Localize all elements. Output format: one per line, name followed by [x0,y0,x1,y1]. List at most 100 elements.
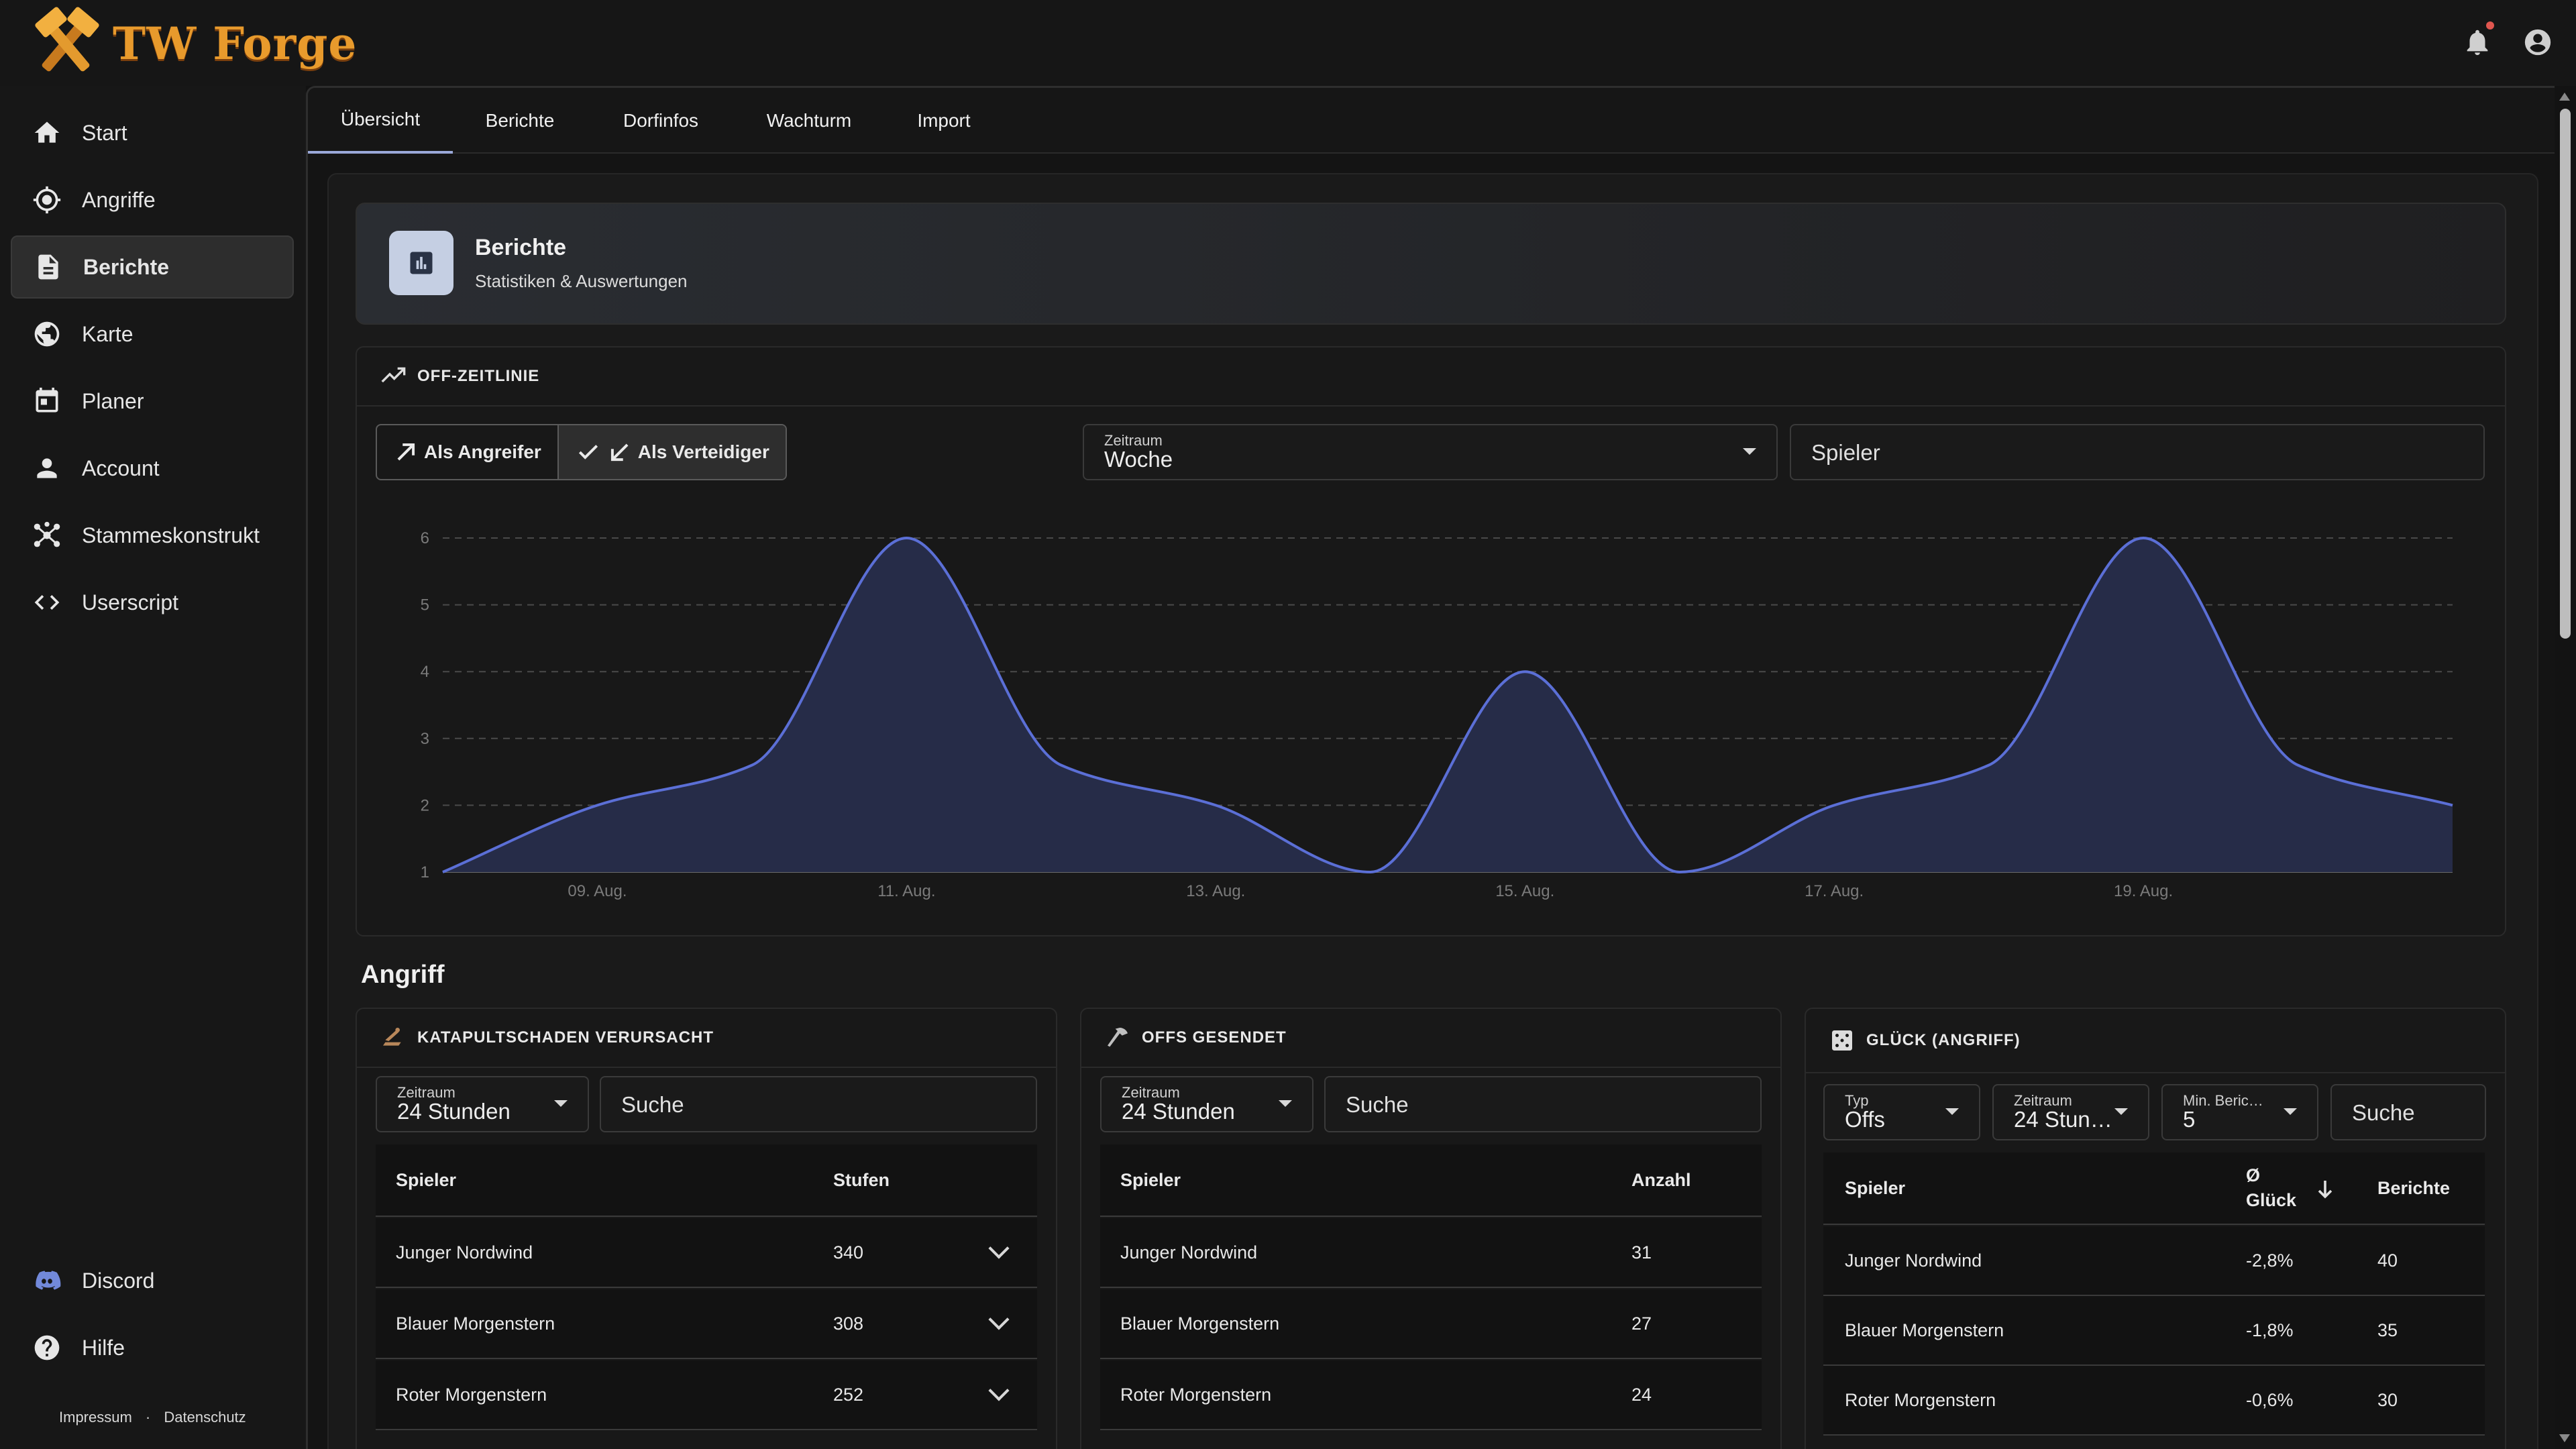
datenschutz-link[interactable]: Datenschutz [164,1409,246,1426]
col-glueck[interactable]: Ø Glück [2246,1152,2296,1224]
sidebar-item-label: Planer [82,388,144,413]
scrollbar-thumb[interactable] [2560,109,2571,639]
table-row[interactable]: Roter Morgenstern 24 [1100,1360,1762,1430]
help-icon [34,1335,60,1360]
glueck-typ-select[interactable]: Typ Offs [1823,1084,1980,1140]
sort-arrow-down-icon[interactable] [2313,1177,2337,1201]
player-name: Junger Nordwind [396,1242,533,1263]
toggle-attacker-label: Als Angreifer [424,441,541,462]
player-name: Blauer Morgenstern [396,1313,555,1334]
reports-value: 40 [2377,1250,2398,1271]
sidebar-item-angriffe[interactable]: Angriffe [11,168,294,231]
dropdown-arrow-icon [2114,1108,2128,1115]
table-row[interactable]: Roter Morgenstern 252 [376,1360,1037,1430]
player-name: Junger Nordwind [1845,1250,1982,1271]
sidebar-item-planer[interactable]: Planer [11,370,294,433]
sidebar-item-berichte[interactable]: Berichte [11,235,294,299]
app-logo[interactable]: TW Forge [27,7,357,80]
anzahl-value: 27 [1631,1313,1652,1334]
dropdown-arrow-icon [554,1100,568,1107]
account-button[interactable] [2520,24,2556,60]
table-header: Spieler Anzahl [1100,1144,1762,1217]
table-row[interactable]: Junger Nordwind 340 [376,1218,1037,1288]
tab-wachturm[interactable]: Wachturm [766,110,852,131]
top-bar: TW Forge [0,0,2576,86]
sidebar-item-start[interactable]: Start [11,101,294,164]
col-anzahl[interactable]: Anzahl [1631,1169,1691,1190]
toggle-defender[interactable]: Als Verteidiger [557,425,786,479]
timeline-player-input[interactable]: Spieler [1790,424,2485,480]
offs-zeitraum-select[interactable]: Zeitraum 24 Stunden [1100,1076,1313,1132]
glueck-title: GLÜCK (ANGRIFF) [1866,1031,2021,1049]
role-toggle: Als Angreifer Als Verteidiger [376,424,787,480]
table-row[interactable]: Blauer Morgenstern 27 [1100,1289,1762,1359]
tab-uebersicht[interactable]: Übersicht [308,88,453,154]
col-spieler[interactable]: Spieler [1120,1169,1181,1190]
offs-search-input[interactable]: Suche [1324,1076,1762,1132]
katapult-zeitraum-select[interactable]: Zeitraum 24 Stunden [376,1076,589,1132]
glueck-zeitraum-select[interactable]: Zeitraum 24 Stun… [1992,1084,2149,1140]
calendar-icon [36,387,58,413]
table-header: Spieler Ø Glück Berichte [1823,1152,2485,1225]
table-row[interactable]: Blauer Morgenstern -1,8% 35 [1823,1296,2485,1366]
dropdown-arrow-icon [2284,1108,2297,1115]
col-stufen[interactable]: Stufen [833,1169,890,1190]
code-icon [34,595,60,610]
min-berichte-label: Min. Beric… [2183,1092,2263,1109]
table-row[interactable]: Junger Nordwind -2,8% 40 [1823,1226,2485,1296]
stufen-value: 308 [833,1313,864,1334]
offs-header: OFFS GESENDET [1081,1009,1780,1068]
tab-bar: Übersicht Berichte Dorfinfos Wachturm Im… [308,88,2555,154]
expand-chevron-icon[interactable] [988,1238,1010,1259]
dice-icon [1832,1030,1852,1051]
sidebar-item-label: Hilfe [82,1335,125,1360]
col-berichte[interactable]: Berichte [2377,1177,2451,1198]
account-circle-icon [2524,29,2551,56]
dropdown-arrow-icon [1945,1108,1959,1115]
toggle-attacker[interactable]: Als Angreifer [377,425,557,479]
glueck-min-berichte-select[interactable]: Min. Beric… 5 [2161,1084,2318,1140]
katapult-search-input[interactable]: Suche [600,1076,1037,1132]
typ-value: Offs [1845,1107,1885,1132]
y-tick-label: 6 [421,529,429,547]
table-row[interactable]: Roter Morgenstern -0,6% 30 [1823,1366,2485,1436]
table-row[interactable]: Junger Nordwind 31 [1100,1218,1762,1288]
luck-value: -2,8% [2246,1250,2294,1271]
sidebar-item-karte[interactable]: Karte [11,303,294,366]
hammer-logo-icon [35,7,99,72]
check-icon [578,445,598,460]
sidebar-item-label: Discord [82,1268,155,1293]
sidebar-item-stammeskonstrukt[interactable]: Stammeskonstrukt [11,504,294,567]
chart-line [442,536,2453,874]
table-row[interactable]: Blauer Morgenstern 308 [376,1289,1037,1359]
col-glueck-symbol: Ø [2246,1165,2261,1185]
sidebar-item-account[interactable]: Account [11,437,294,500]
off-timeline-chart: 1 2 3 4 5 6 09. Aug. 11. Aug. 13. Aug. 15. Aug. 1… [421,529,2453,900]
scroll-up-arrow-icon[interactable] [2559,93,2570,101]
tab-berichte[interactable]: Berichte [485,110,555,131]
sidebar-item-hilfe[interactable]: Hilfe [11,1316,294,1379]
dropdown-arrow-icon [1743,448,1756,455]
zeitraum-label: Zeitraum [2014,1092,2072,1109]
tab-dorfinfos[interactable]: Dorfinfos [623,110,699,131]
anzahl-value: 24 [1631,1384,1652,1405]
glueck-search-input[interactable]: Suche [2330,1084,2486,1140]
arrow-down-left-icon [610,443,629,462]
scroll-down-arrow-icon[interactable] [2559,1434,2570,1442]
y-tick-label: 3 [421,730,429,748]
search-placeholder: Suche [2352,1100,2415,1125]
x-tick-label: 13. Aug. [1186,882,1245,900]
sidebar-item-discord[interactable]: Discord [11,1249,294,1312]
person-icon [37,458,57,478]
col-spieler[interactable]: Spieler [1845,1177,1906,1198]
zeitraum-label: Zeitraum [397,1084,455,1101]
col-glueck-label: Glück [2246,1190,2297,1210]
notifications-button[interactable] [2459,21,2496,60]
timeline-zeitraum-select[interactable]: Zeitraum Woche [1083,424,1778,480]
impressum-link[interactable]: Impressum [59,1409,132,1426]
expand-chevron-icon[interactable] [988,1309,1010,1330]
expand-chevron-icon[interactable] [988,1380,1010,1401]
col-spieler[interactable]: Spieler [396,1169,457,1190]
sidebar-item-userscript[interactable]: Userscript [11,571,294,634]
tab-import[interactable]: Import [917,110,971,131]
